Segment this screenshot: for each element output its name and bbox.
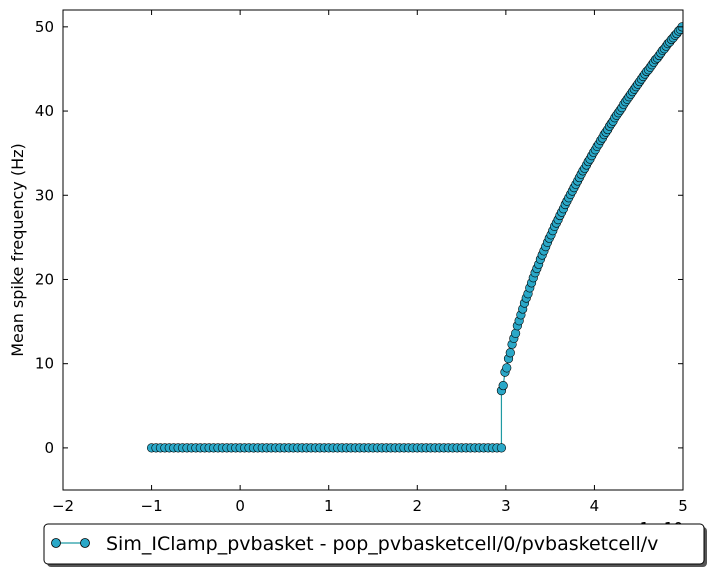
legend-entry-label: Sim_IClamp_pvbasket - pop_pvbasketcell/0… xyxy=(106,533,658,555)
y-tick-label: 20 xyxy=(35,270,54,288)
y-tick-label: 30 xyxy=(35,186,54,204)
y-tick-label: 10 xyxy=(35,355,54,373)
x-tick-label: 2 xyxy=(413,497,423,515)
x-tick-label: 3 xyxy=(501,497,511,515)
y-axis-label: Mean spike frequency (Hz) xyxy=(8,143,27,357)
x-tick-label: 4 xyxy=(590,497,600,515)
x-axis-ticks: −2 −1 0 1 2 3 4 5 xyxy=(52,10,688,515)
series-line-0 xyxy=(151,26,683,449)
y-tick-label: 40 xyxy=(35,102,54,120)
x-tick-label: 1 xyxy=(324,497,334,515)
x-tick-label: −1 xyxy=(141,497,163,515)
legend-marker xyxy=(51,538,61,548)
data-point xyxy=(502,363,512,373)
y-axis-ticks: 0 10 20 30 40 50 xyxy=(35,18,683,457)
data-point xyxy=(510,328,521,338)
series-markers xyxy=(146,22,683,453)
data-point xyxy=(505,348,515,358)
data-point xyxy=(498,380,508,391)
data-point xyxy=(496,443,507,453)
legend: Sim_IClamp_pvbasket - pop_pvbasketcell/0… xyxy=(43,523,707,567)
y-tick-label: 0 xyxy=(44,439,54,457)
x-tick-label: −2 xyxy=(52,497,74,515)
y-tick-label: 50 xyxy=(35,18,54,36)
plot-content xyxy=(146,22,683,453)
x-tick-label: 0 xyxy=(235,497,245,515)
legend-box xyxy=(43,523,705,565)
legend-marker xyxy=(80,538,90,548)
plot-frame xyxy=(62,9,684,491)
x-tick-label: 5 xyxy=(678,497,688,515)
